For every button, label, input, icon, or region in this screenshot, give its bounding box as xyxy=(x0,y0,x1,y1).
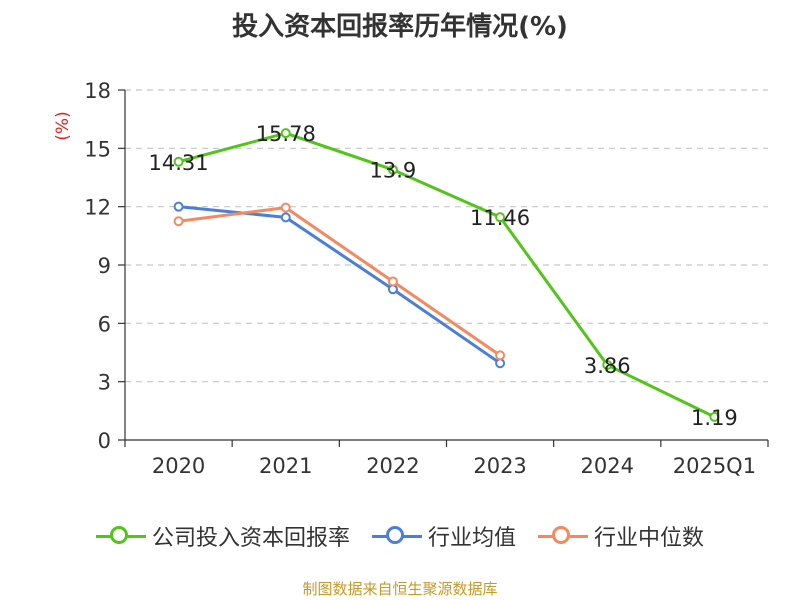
data-label: 13.9 xyxy=(370,159,417,183)
data-point xyxy=(280,202,291,213)
data-point xyxy=(173,216,184,227)
data-point xyxy=(495,212,506,223)
data-label: 15.78 xyxy=(256,122,316,146)
y-axis-label: (%) xyxy=(53,111,73,140)
chart-title: 投入资本回报率历年情况(%) xyxy=(232,12,568,42)
series-line xyxy=(178,205,501,365)
y-tick-label: 12 xyxy=(84,196,111,220)
data-point xyxy=(387,276,398,287)
x-tick-label: 2021 xyxy=(259,454,312,478)
y-tick-label: 0 xyxy=(98,429,111,453)
data-point xyxy=(387,164,398,175)
y-tick-label: 3 xyxy=(98,371,111,395)
data-point xyxy=(280,128,291,139)
data-point xyxy=(709,411,720,422)
y-tick-label: 6 xyxy=(98,312,111,336)
legend-marker-company xyxy=(95,524,146,548)
data-point xyxy=(495,350,506,361)
y-tick-label: 18 xyxy=(84,79,111,103)
legend-marker-industry-mean xyxy=(371,524,422,548)
data-label: 1.19 xyxy=(691,406,738,430)
grid-lines xyxy=(125,89,768,383)
data-label: 14.31 xyxy=(149,151,209,175)
data-labels: 14.31 15.78 13.9 11.46 3.86 1.19 xyxy=(149,122,738,430)
legend-item-industry-mean[interactable]: 行业均值 xyxy=(371,520,516,552)
series-line xyxy=(178,206,501,357)
x-tick-label: 2023 xyxy=(473,454,526,478)
data-point xyxy=(602,359,613,370)
y-tick-label: 15 xyxy=(84,137,111,161)
legend-label-company: 公司投入资本回报率 xyxy=(151,526,350,551)
legend: 公司投入资本回报率 行业均值 行业中位数 xyxy=(0,520,800,552)
data-point xyxy=(280,212,291,223)
x-tick-label: 2024 xyxy=(581,454,634,478)
axes: 0 3 6 9 12 15 18 (%) 2020 2021 2022 2023 2024 2025Q1 xyxy=(53,79,769,478)
x-tick-label: 2025Q1 xyxy=(673,454,756,478)
series-line xyxy=(178,131,716,419)
series-lines xyxy=(173,128,720,422)
data-point xyxy=(173,156,184,167)
legend-label-industry-median: 行业中位数 xyxy=(594,526,705,551)
x-tick-label: 2022 xyxy=(366,454,419,478)
legend-label-industry-mean: 行业均值 xyxy=(427,526,516,551)
data-label: 3.86 xyxy=(584,354,631,378)
legend-marker-industry-median xyxy=(538,524,588,548)
y-tick-label: 9 xyxy=(98,254,111,278)
source-note: 制图数据来自恒生聚源数据库 xyxy=(302,580,498,598)
legend-item-industry-median[interactable]: 行业中位数 xyxy=(538,520,704,552)
data-point xyxy=(173,201,184,212)
legend-item-company[interactable]: 公司投入资本回报率 xyxy=(95,520,350,552)
data-label: 11.46 xyxy=(470,206,530,230)
x-tick-label: 2020 xyxy=(152,454,205,478)
